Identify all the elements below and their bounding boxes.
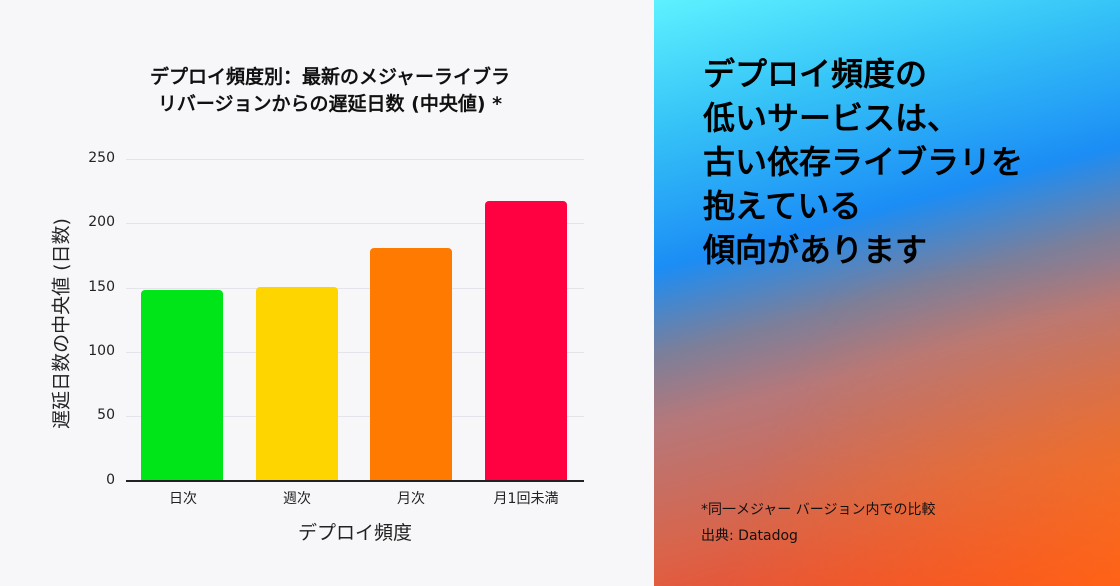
chart-panel: デプロイ頻度別：最新のメジャーライブラ リバージョンからの遅延日数 (中央値) … (50, 64, 584, 544)
gridline-200 (126, 223, 584, 224)
x-tick: 週次 (283, 491, 311, 507)
x-tick: 月次 (397, 491, 425, 507)
x-axis-label: デプロイ頻度 (297, 522, 412, 544)
headline-line: 低いサービスは、 (703, 99, 960, 137)
gridline-250 (126, 159, 584, 160)
y-tick: 0 (106, 472, 115, 488)
y-tick: 150 (88, 279, 115, 295)
y-tick: 50 (97, 407, 115, 423)
headline: デプロイ頻度の 低いサービスは、 古い依存ライブラリを 抱えている 傾向がありま… (703, 52, 1023, 272)
x-tick: 月1回未満 (493, 491, 559, 507)
headline-line: デプロイ頻度の (703, 55, 928, 93)
gridline-50 (126, 416, 584, 417)
source-text: 出典: Datadog (701, 528, 798, 544)
gradient-panel (654, 0, 1120, 586)
chart-title-line-2: リバージョンからの遅延日数 (中央値) * (157, 93, 503, 115)
chart-title-line-1: デプロイ頻度別：最新のメジャーライブラ (149, 66, 511, 88)
bar (256, 287, 338, 480)
gridline-100 (126, 352, 584, 353)
gridline-150 (126, 288, 584, 289)
chart-title: デプロイ頻度別：最新のメジャーライブラ リバージョンからの遅延日数 (中央値) … (100, 64, 560, 118)
bar (370, 247, 452, 480)
x-axis-line (126, 480, 584, 482)
y-tick: 100 (88, 343, 115, 359)
bar (141, 289, 223, 480)
bar (485, 201, 567, 480)
footnote-text: *同一メジャー バージョン内での比較 (701, 502, 936, 518)
x-tick: 日次 (169, 491, 197, 507)
headline-line: 抱えている (703, 187, 862, 225)
headline-line: 古い依存ライブラリを (703, 143, 1024, 181)
headline-line: 傾向があります (703, 231, 928, 269)
footnote: *同一メジャー バージョン内での比較 出典: Datadog (701, 497, 935, 549)
y-tick: 250 (88, 150, 115, 166)
y-tick: 200 (88, 214, 115, 230)
